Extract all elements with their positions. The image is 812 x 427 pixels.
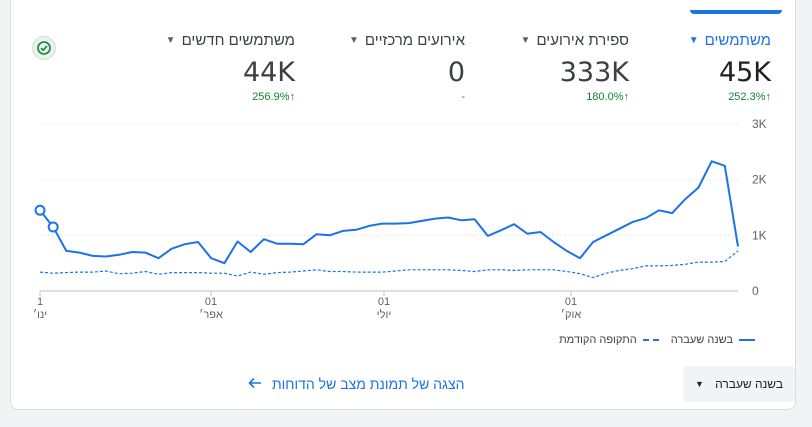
- x-tick-month: יולי: [377, 308, 391, 321]
- view-reports-snapshot-link[interactable]: הצגה של תמונת מצב של הדוחות: [248, 376, 464, 392]
- y-tick-label: 2K: [752, 173, 767, 187]
- data-point-marker: [34, 204, 46, 216]
- x-tick-day: 01: [565, 296, 577, 308]
- metric-value: 45K: [718, 57, 771, 88]
- caret-down-icon: ▼: [688, 35, 699, 46]
- metric-name-event-count[interactable]: ספירת אירועים ▼: [520, 32, 629, 49]
- metric-delta: 256.9%↑: [252, 91, 296, 103]
- check-circle-icon[interactable]: [32, 36, 56, 60]
- legend-previous: התקופה הקודמת: [559, 334, 637, 346]
- metric-name-users[interactable]: משתמשים ▼: [688, 32, 771, 49]
- arrow-up-icon: ↑: [289, 91, 296, 103]
- chart-legend: בשנה שעברה התקופה הקודמת: [559, 334, 755, 346]
- period-select[interactable]: בשנה שעברה ▼: [683, 366, 795, 402]
- active-tab-indicator: [690, 0, 782, 14]
- metric-users[interactable]: משתמשים ▼ 45K 252.3%↑: [689, 32, 771, 103]
- series-line-previous: [39, 250, 739, 279]
- metric-value: 44K: [242, 57, 295, 88]
- metric-name-key-events[interactable]: אירועים מרכזיים ▼: [348, 32, 465, 49]
- series-line-current: [39, 160, 739, 265]
- legend-current: בשנה שעברה: [670, 334, 733, 346]
- metric-new-users[interactable]: משתמשים חדשים ▼ 44K 256.9%↑: [166, 32, 295, 103]
- y-tick-label: 0: [752, 284, 759, 298]
- caret-down-icon: ▼: [165, 35, 176, 46]
- metric-event-count[interactable]: ספירת אירועים ▼ 333K 180.0%↑: [521, 32, 629, 103]
- legend-solid-swatch: [739, 339, 755, 341]
- x-tick-day: 1: [37, 296, 43, 308]
- y-tick-label: 3K: [752, 117, 767, 131]
- x-tick-month: אוק׳: [561, 308, 582, 321]
- data-point-marker: [47, 221, 59, 233]
- x-tick-day: 01: [378, 296, 390, 308]
- overview-card: משתמשים ▼ 45K 252.3%↑ ספירת אירועים ▼ 333K…: [10, 0, 796, 410]
- metric-value: 0: [447, 57, 465, 88]
- metric-delta: -: [461, 91, 465, 103]
- y-tick-label: 1K: [752, 228, 767, 242]
- arrow-left-icon: [248, 376, 262, 392]
- caret-down-icon: ▼: [695, 379, 704, 389]
- x-tick-day: 01: [205, 296, 217, 308]
- x-tick-month: ינו׳: [33, 308, 47, 321]
- arrow-up-icon: ↑: [765, 91, 772, 103]
- legend-dashed-swatch: [642, 339, 659, 341]
- x-tick-month: אפר׳: [199, 308, 223, 321]
- caret-down-icon: ▼: [520, 35, 531, 46]
- metric-name-new-users[interactable]: משתמשים חדשים ▼: [165, 32, 295, 49]
- metric-key-events[interactable]: אירועים מרכזיים ▼ 0 -: [349, 32, 465, 103]
- metric-delta: 252.3%↑: [728, 91, 772, 103]
- metric-value: 333K: [559, 57, 629, 88]
- metric-delta: 180.0%↑: [586, 91, 630, 103]
- arrow-up-icon: ↑: [623, 91, 630, 103]
- caret-down-icon: ▼: [348, 35, 359, 46]
